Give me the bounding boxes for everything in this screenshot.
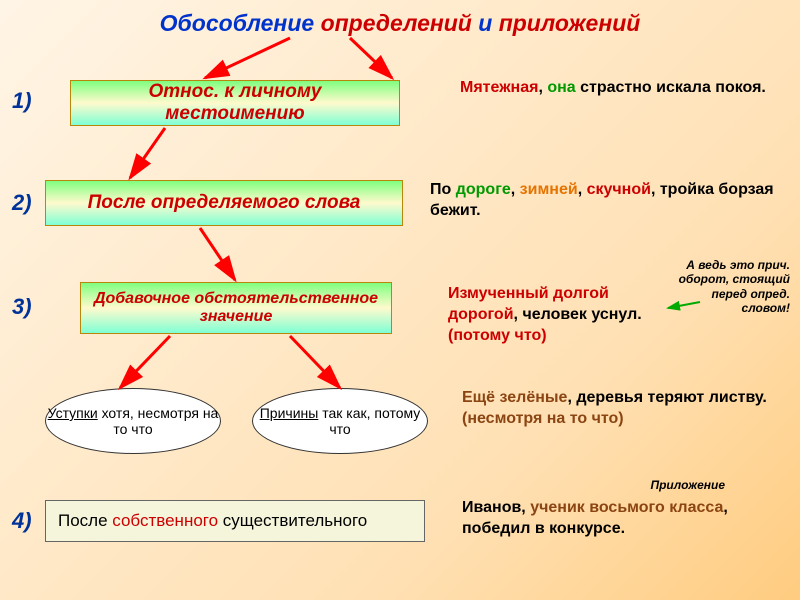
example-2: По дороге, зимней, скучной, тройка борза… — [430, 180, 790, 222]
example-4: Ещё зелёные, деревья теряют листву. (нес… — [462, 388, 782, 430]
example-5: Иванов, ученик восьмого класса, победил … — [462, 498, 782, 540]
rule4-suf: существительного — [218, 511, 367, 530]
example-text-part: , — [511, 181, 520, 198]
example-text-part: По — [430, 181, 456, 198]
example-text-part: (потому что) — [448, 327, 547, 344]
example-text-part: зимней — [520, 181, 578, 198]
title-part-3: и — [478, 10, 498, 36]
title-part-4: приложений — [499, 10, 641, 36]
example-text-part: страстно искала покоя. — [576, 79, 766, 96]
oval-right: Причины так как, потому что — [252, 388, 428, 454]
annotation-2: Приложение — [625, 478, 725, 492]
example-text-part: она — [547, 79, 575, 96]
rule4-pref: После — [58, 511, 112, 530]
example-1: Мятежная, она страстно искала покоя. — [460, 78, 780, 99]
rule-box-2: После определяемого слова — [45, 180, 403, 226]
oval-left-rest: хотя, несмотря на то что — [98, 405, 219, 437]
rule4-mid: собственного — [112, 511, 218, 530]
page-title: Обособление определений и приложений — [0, 10, 800, 37]
oval-right-rest: так как, потому что — [318, 405, 420, 437]
example-3: Измученный долгой дорогой, человек уснул… — [448, 284, 668, 346]
title-part-2: определений — [321, 10, 479, 36]
rule-text-3: Добавочное обстоятельственное значение — [89, 290, 383, 326]
example-text-part: скучной — [587, 181, 651, 198]
example-text-part: , — [578, 181, 587, 198]
number-2: 2) — [12, 190, 32, 216]
rule-box-3: Добавочное обстоятельственное значение — [80, 282, 392, 334]
example-text-part: дороге — [456, 181, 511, 198]
example-text-part: Ещё зелёные — [462, 389, 567, 406]
example-text-part: , человек уснул. — [514, 306, 642, 323]
title-part-1: Обособление — [160, 10, 321, 36]
example-text-part: ученик восьмого класса — [530, 499, 723, 516]
oval-right-head: Причины — [260, 405, 319, 421]
oval-left-head: Уступки — [48, 405, 98, 421]
annotation-1: А ведь это прич. оборот, стоящий перед о… — [670, 258, 790, 316]
example-text-part: Иванов, — [462, 499, 530, 516]
number-4: 4) — [12, 508, 32, 534]
rule-box-1: Относ. к личному местоимению — [70, 80, 400, 126]
rule-box-4: После собственного существительного — [45, 500, 425, 542]
oval-left: Уступки хотя, несмотря на то что — [45, 388, 221, 454]
example-text-part: Мятежная — [460, 79, 538, 96]
number-1: 1) — [12, 88, 32, 114]
example-text-part: , — [538, 79, 547, 96]
example-text-part: , деревья теряют листву. — [567, 389, 766, 406]
example-text-part: (несмотря на то что) — [462, 410, 624, 427]
rule-text-2: После определяемого слова — [88, 192, 361, 214]
rule-text-1: Относ. к личному местоимению — [79, 81, 391, 125]
number-3: 3) — [12, 294, 32, 320]
